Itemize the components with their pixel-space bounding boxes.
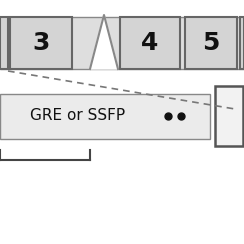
Bar bbox=[215, 86, 243, 146]
Bar bbox=[120, 17, 180, 69]
Text: 5: 5 bbox=[202, 31, 220, 55]
Bar bbox=[0, 17, 8, 69]
Text: 4: 4 bbox=[141, 31, 159, 55]
Bar bbox=[240, 17, 244, 69]
Text: GRE or SSFP: GRE or SSFP bbox=[30, 109, 125, 123]
Bar bbox=[185, 17, 237, 69]
Polygon shape bbox=[90, 15, 118, 69]
Bar bbox=[0, 94, 210, 139]
Bar bbox=[10, 17, 72, 69]
Bar bbox=[0, 17, 244, 69]
Text: 3: 3 bbox=[32, 31, 50, 55]
